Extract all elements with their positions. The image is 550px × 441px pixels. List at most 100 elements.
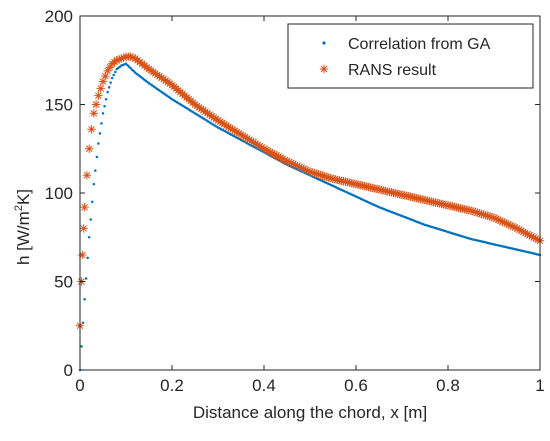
data-point [496,216,505,225]
data-point [512,224,522,233]
data-point [95,155,99,159]
data-point [94,91,103,100]
data-point [272,151,281,160]
data-point [103,66,112,76]
x-tick-label: 0 [75,376,84,395]
data-point [299,164,308,174]
data-point [80,202,89,212]
data-point [89,109,98,118]
data-point [521,228,530,238]
x-tick-label: 0.8 [436,376,460,395]
data-point [232,127,242,137]
data-point [101,112,105,115]
data-point [259,144,269,153]
data-point [514,225,524,234]
data-point [217,118,227,128]
y-axis-label-prefix: h [W/m [14,211,33,265]
data-point [112,73,115,77]
series-0 [78,62,542,372]
data-point [481,211,490,220]
data-point [85,144,94,153]
data-point [117,54,126,63]
data-point [324,173,334,182]
data-point [270,150,279,159]
data-point [500,218,509,227]
x-tick-label: 0.2 [160,376,184,395]
data-point [105,63,115,72]
data-point [101,71,110,81]
data-point [282,156,292,166]
data-point [213,116,223,125]
data-point [79,224,88,233]
data-point [82,171,92,180]
legend: Correlation from GA RANS result [287,23,534,89]
data-point [92,182,96,186]
data-point [91,200,94,204]
data-point [278,154,288,164]
data-point [110,76,114,80]
data-point [245,135,254,144]
data-point [240,132,250,142]
data-point [257,143,267,152]
data-point [234,129,244,138]
x-tick-label: 0.4 [252,376,276,395]
data-point [249,138,258,147]
data-point [525,230,534,240]
data-point [326,173,336,183]
data-point [80,345,83,348]
data-point [307,168,317,177]
data-point [468,207,478,216]
data-point [489,213,499,222]
data-point [268,149,277,158]
y-tick-label: 100 [45,184,73,203]
data-point [261,145,271,155]
data-point [533,235,543,244]
data-point [222,121,231,130]
data-point [477,209,486,219]
data-point [109,81,112,84]
data-point [487,212,497,222]
data-point [314,170,323,179]
x-axis-label: Distance along the chord, x [m] [193,403,427,422]
data-point [502,219,511,228]
legend-entry-0: Correlation from GA [322,36,491,53]
data-point [470,207,480,217]
data-point [251,139,260,148]
data-point [529,233,538,242]
data-point [84,277,88,280]
data-point [295,162,304,172]
data-point [493,215,503,224]
data-point [531,234,541,243]
data-point [506,221,515,230]
y-tick-label: 150 [45,96,73,115]
data-point [97,142,100,145]
data-point [119,53,128,62]
data-point [224,122,233,132]
data-point [126,52,135,61]
data-point [100,122,103,125]
data-point [276,153,285,162]
data-point [253,140,262,150]
data-point [316,170,325,180]
data-point [98,77,108,86]
data-point [89,218,92,221]
data-point [498,217,507,226]
data-point [236,130,246,139]
data-point [83,297,86,301]
data-point [104,97,108,101]
data-point [103,105,106,108]
data-point [238,131,248,141]
legend-box [287,23,534,89]
data-point [266,147,275,157]
data-point [289,159,298,169]
data-point [309,168,319,178]
data-point [106,90,109,94]
data-point [303,166,313,175]
data-point [297,163,306,173]
x-tick-label: 1 [535,376,544,395]
data-point [114,55,124,64]
data-point [243,134,252,143]
data-point [87,236,91,239]
data-point [504,220,513,229]
